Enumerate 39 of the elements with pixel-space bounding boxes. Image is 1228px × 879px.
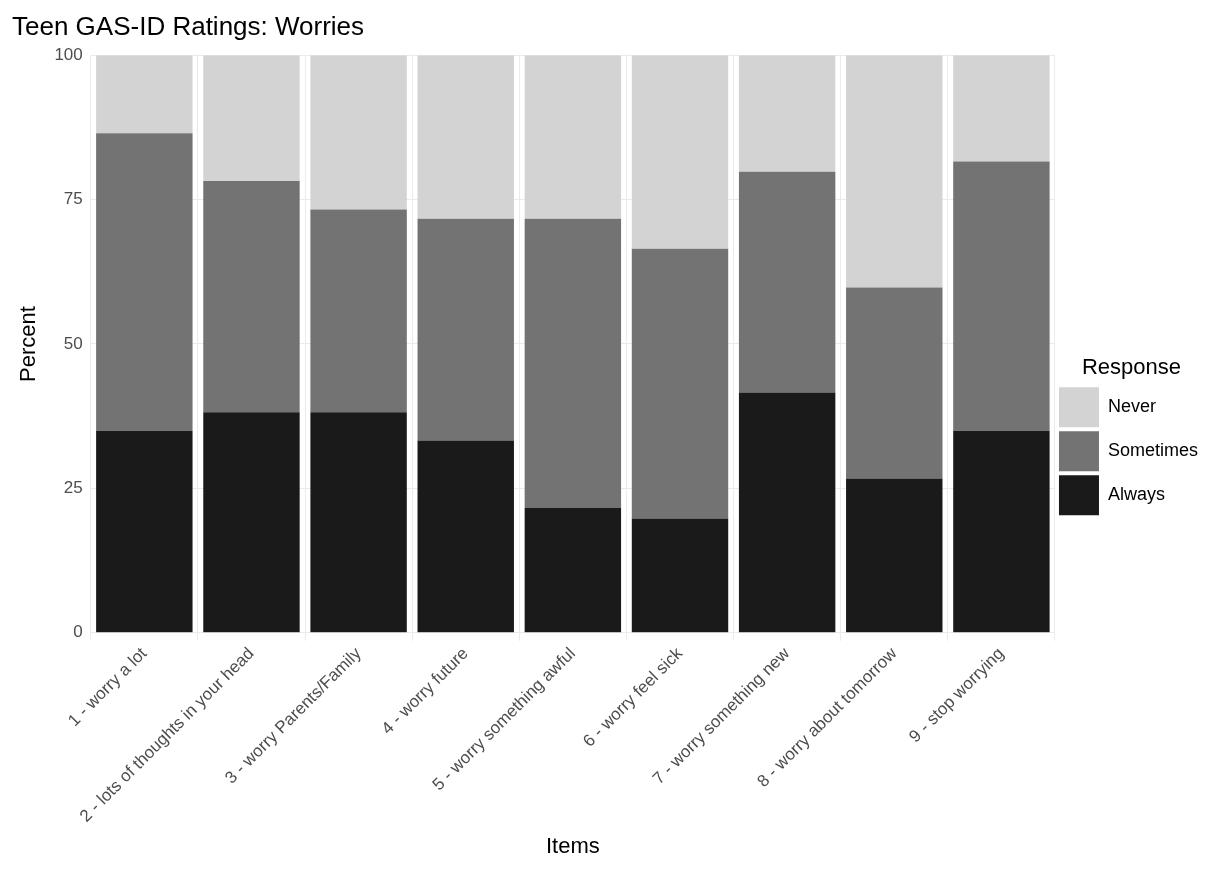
bar — [738, 55, 836, 172]
bar — [846, 478, 943, 633]
bar — [310, 209, 407, 413]
bar — [953, 161, 1050, 431]
x-axis-title: Items — [545, 832, 600, 858]
legend-label: Always — [1107, 484, 1165, 505]
bar — [631, 248, 729, 519]
bar — [417, 440, 514, 633]
bar — [310, 55, 407, 210]
bar — [203, 55, 300, 182]
bar — [953, 430, 1050, 633]
bar — [417, 55, 514, 219]
bar — [738, 392, 836, 633]
bar — [953, 55, 1050, 162]
chart-title: Teen GAS-ID Ratings: Worries — [12, 10, 365, 41]
bar — [846, 55, 943, 288]
bar — [631, 518, 729, 633]
bar — [96, 55, 193, 134]
bar — [524, 55, 622, 219]
y-tick-label: 75 — [63, 189, 83, 209]
bar — [846, 287, 943, 479]
bar — [96, 430, 193, 633]
bar — [738, 171, 836, 393]
bar — [310, 412, 407, 633]
y-tick-label: 0 — [73, 622, 83, 642]
legend-title: Response — [1081, 353, 1182, 379]
y-tick-label: 25 — [63, 478, 83, 498]
bar — [524, 218, 622, 509]
bar — [631, 55, 729, 249]
bar — [96, 133, 193, 431]
y-axis-title: Percent — [15, 306, 41, 382]
bar — [203, 412, 300, 633]
y-tick-label: 100 — [54, 44, 83, 64]
legend-label: Never — [1107, 396, 1156, 417]
y-tick-label: 50 — [63, 333, 83, 353]
legend-label: Sometimes — [1107, 440, 1198, 461]
bar — [203, 181, 300, 413]
bar — [524, 508, 622, 633]
bar — [417, 218, 514, 441]
